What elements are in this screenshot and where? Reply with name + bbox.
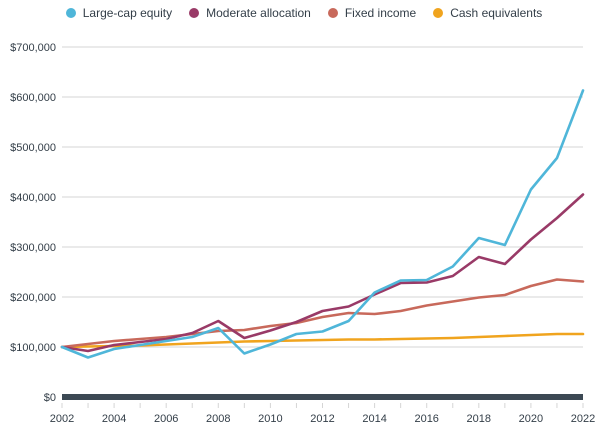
x-axis-baseline <box>62 394 583 400</box>
x-axis-label: 2006 <box>154 413 178 425</box>
legend: Large-cap equity Moderate allocation Fixed… <box>0 7 608 19</box>
legend-item: Fixed income <box>327 6 417 20</box>
y-axis-label: $200,000 <box>10 292 56 304</box>
y-axis-label: $600,000 <box>10 92 56 104</box>
x-axis-label: 2002 <box>50 413 74 425</box>
legend-item: Large-cap equity <box>65 6 173 20</box>
x-axis-label: 2022 <box>571 413 595 425</box>
x-axis-label: 2010 <box>258 413 282 425</box>
series-line-cash-equivalents <box>60 332 585 349</box>
y-axis-label: $0 <box>44 392 56 404</box>
x-axis-label: 2008 <box>206 413 230 425</box>
y-axis-label: $400,000 <box>10 192 56 204</box>
legend-label: Cash equivalents <box>450 6 543 20</box>
x-axis-label: 2004 <box>102 413 126 425</box>
y-axis-label: $500,000 <box>10 142 56 154</box>
legend-label: Fixed income <box>344 6 417 20</box>
y-axis-label: $100,000 <box>10 342 56 354</box>
x-axis-label: 2012 <box>310 413 334 425</box>
series-line-moderate-allocation <box>60 193 585 353</box>
legend-dot-icon <box>189 8 200 18</box>
x-axis-label: 2018 <box>467 413 491 425</box>
x-axis-label: 2016 <box>414 413 438 425</box>
series-line-large-cap-equity <box>60 89 585 359</box>
legend-label: Moderate allocation <box>206 6 311 20</box>
y-axis-label: $300,000 <box>10 242 56 254</box>
series-line-fixed-income <box>60 278 585 349</box>
legend-item: Cash equivalents <box>433 7 542 19</box>
legend-dot-icon <box>327 8 338 18</box>
y-axis-label: $700,000 <box>10 42 56 54</box>
legend-label: Large-cap equity <box>82 6 173 20</box>
legend-dot-icon <box>433 8 444 18</box>
legend-dot-icon <box>65 8 76 18</box>
x-axis-label: 2020 <box>519 413 543 425</box>
legend-item: Moderate allocation <box>189 7 311 19</box>
x-axis-label: 2014 <box>362 413 386 425</box>
